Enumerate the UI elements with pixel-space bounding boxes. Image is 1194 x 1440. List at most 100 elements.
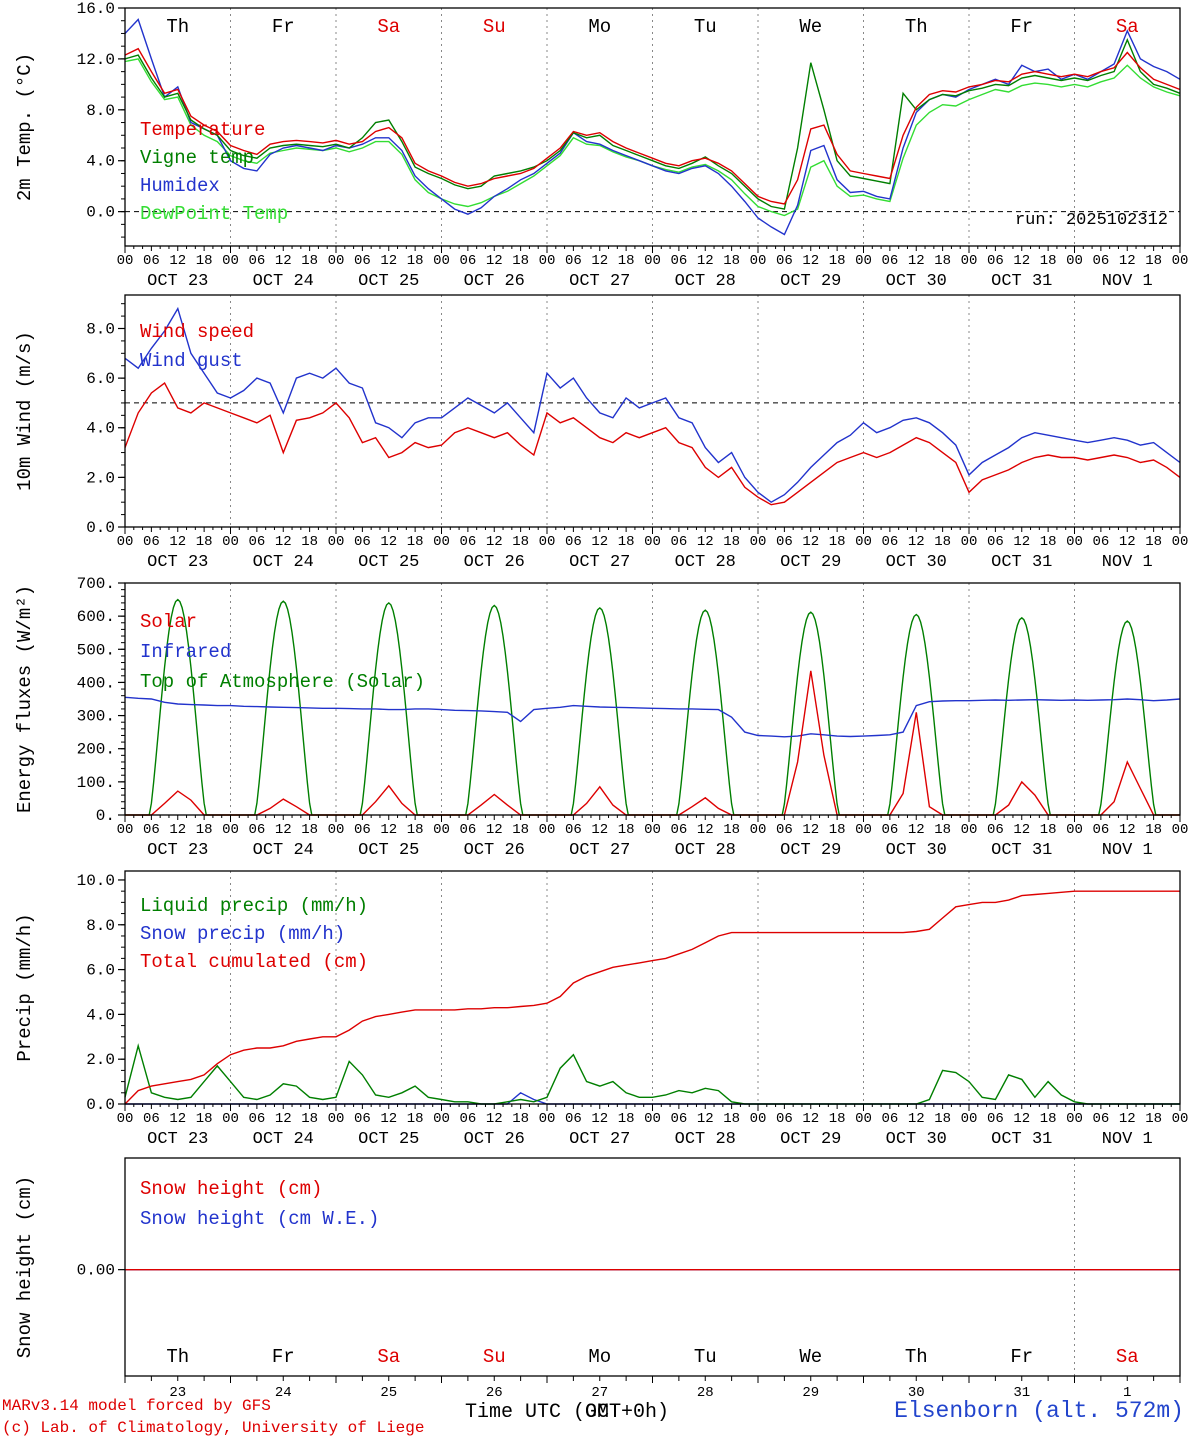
date-label: OCT 31 (991, 272, 1052, 291)
date-label: NOV 1 (1102, 553, 1153, 572)
y-tick-label: 100. (77, 774, 115, 792)
hour-tick-label: 06 (459, 253, 476, 269)
hour-tick-label: 12 (486, 1111, 503, 1127)
hour-tick-label: 06 (987, 822, 1004, 838)
hour-tick-label: 06 (670, 822, 687, 838)
hour-tick-label: 06 (1092, 1111, 1109, 1127)
day-name-label: Tu (694, 1346, 717, 1368)
day-name-label: Sa (1116, 1346, 1139, 1368)
date-label: OCT 31 (991, 1130, 1052, 1149)
run-label: run: 2025102312 (1015, 211, 1168, 230)
hour-tick-label: 12 (697, 822, 714, 838)
date-label: OCT 24 (253, 1130, 314, 1149)
hour-tick-label: 18 (512, 253, 529, 269)
hour-tick-label: 18 (301, 1111, 318, 1127)
hour-tick-label: 18 (1145, 534, 1162, 550)
hour-tick-label: 06 (776, 1111, 793, 1127)
hour-tick-label: 18 (934, 822, 951, 838)
date-label: OCT 30 (886, 272, 947, 291)
hour-tick-label: 06 (565, 534, 582, 550)
legend-label: Snow height (cm) (140, 1178, 322, 1200)
hour-tick-label: 00 (117, 1111, 134, 1127)
hour-tick-label: 00 (539, 253, 556, 269)
series-total-cumulated-cm- (124, 890, 1180, 1105)
hour-tick-label: 00 (961, 822, 978, 838)
hour-tick-label: 00 (1172, 534, 1189, 550)
hour-tick-label: 06 (354, 534, 371, 550)
y-tick-label: 4.0 (86, 153, 115, 171)
hour-tick-label: 18 (196, 822, 213, 838)
date-label: OCT 27 (569, 272, 630, 291)
day-name-label: Mo (588, 1346, 611, 1368)
panel-wind-10m: 0.0 2.0 4.0 6.0 8.0 10m Wind (m/s) 00 06 12 18 00 0… (14, 294, 1189, 572)
date-label: NOV 1 (1102, 841, 1153, 860)
legend-label: Snow precip (mm/h) (140, 923, 345, 945)
hour-tick-label: 12 (1119, 534, 1136, 550)
hour-tick-label: 00 (750, 1111, 767, 1127)
y-tick-label: 8.0 (86, 320, 115, 338)
hour-tick-label: 18 (512, 822, 529, 838)
hour-tick-label: 06 (565, 822, 582, 838)
hour-tick-label: 06 (459, 1111, 476, 1127)
day-number-label: 31 (1013, 1385, 1030, 1401)
day-name-label: We (799, 1346, 822, 1368)
day-name-label: Sa (377, 16, 400, 38)
hour-tick-label: 12 (697, 1111, 714, 1127)
date-label: OCT 26 (464, 553, 525, 572)
hour-tick-label: 00 (750, 822, 767, 838)
hour-tick-label: 06 (881, 822, 898, 838)
y-axis-title: Energy fluxes (W/m²) (14, 585, 36, 813)
hour-tick-label: 18 (1040, 822, 1057, 838)
hour-tick-label: 00 (433, 1111, 450, 1127)
hour-tick-label: 00 (328, 822, 345, 838)
y-tick-label: 10.0 (77, 872, 115, 890)
date-label: OCT 23 (147, 272, 208, 291)
hour-tick-label: 12 (908, 253, 925, 269)
hour-tick-label: 00 (855, 253, 872, 269)
legend-label: Temperature (140, 119, 265, 141)
day-name-label: Su (483, 16, 506, 38)
legend-label: Wind gust (140, 350, 243, 372)
hour-tick-label: 18 (196, 1111, 213, 1127)
day-number-label: 23 (169, 1385, 186, 1401)
hour-tick-label: 06 (881, 534, 898, 550)
hour-tick-label: 06 (459, 822, 476, 838)
series-vigne-temp (124, 37, 1181, 210)
hour-tick-label: 12 (1119, 822, 1136, 838)
day-name-label: Th (905, 16, 928, 38)
hour-tick-label: 18 (301, 253, 318, 269)
hour-tick-label: 12 (275, 822, 292, 838)
day-name-label: We (799, 16, 822, 38)
day-name-label: Fr (272, 16, 295, 38)
hour-tick-label: 18 (301, 822, 318, 838)
legend-label: Snow height (cm W.E.) (140, 1208, 379, 1230)
date-label: OCT 25 (358, 1130, 419, 1149)
hour-tick-label: 18 (1145, 253, 1162, 269)
day-number-label: 25 (380, 1385, 397, 1401)
legend-label: Humidex (140, 175, 220, 197)
series-infrared (124, 696, 1181, 738)
hour-tick-label: 06 (987, 253, 1004, 269)
hour-tick-label: 06 (248, 1111, 265, 1127)
day-number-label: 24 (275, 1385, 292, 1401)
hour-tick-label: 18 (301, 534, 318, 550)
hour-tick-label: 00 (539, 534, 556, 550)
hour-tick-label: 00 (644, 534, 661, 550)
y-tick-label: 0. (96, 807, 115, 825)
y-tick-label: 6.0 (86, 370, 115, 388)
hour-tick-label: 12 (1013, 1111, 1030, 1127)
hour-tick-label: 06 (248, 822, 265, 838)
date-label: OCT 28 (675, 841, 736, 860)
hour-tick-label: 18 (829, 1111, 846, 1127)
hour-tick-label: 12 (275, 253, 292, 269)
hour-tick-label: 12 (1119, 1111, 1136, 1127)
date-label: OCT 26 (464, 272, 525, 291)
y-tick-label: 600. (77, 608, 115, 626)
hour-tick-label: 18 (723, 822, 740, 838)
hour-tick-label: 06 (776, 822, 793, 838)
hour-tick-label: 18 (723, 253, 740, 269)
day-number-label: 28 (697, 1385, 714, 1401)
y-axis-title: Snow height (cm) (14, 1176, 36, 1358)
date-label: OCT 28 (675, 1130, 736, 1149)
